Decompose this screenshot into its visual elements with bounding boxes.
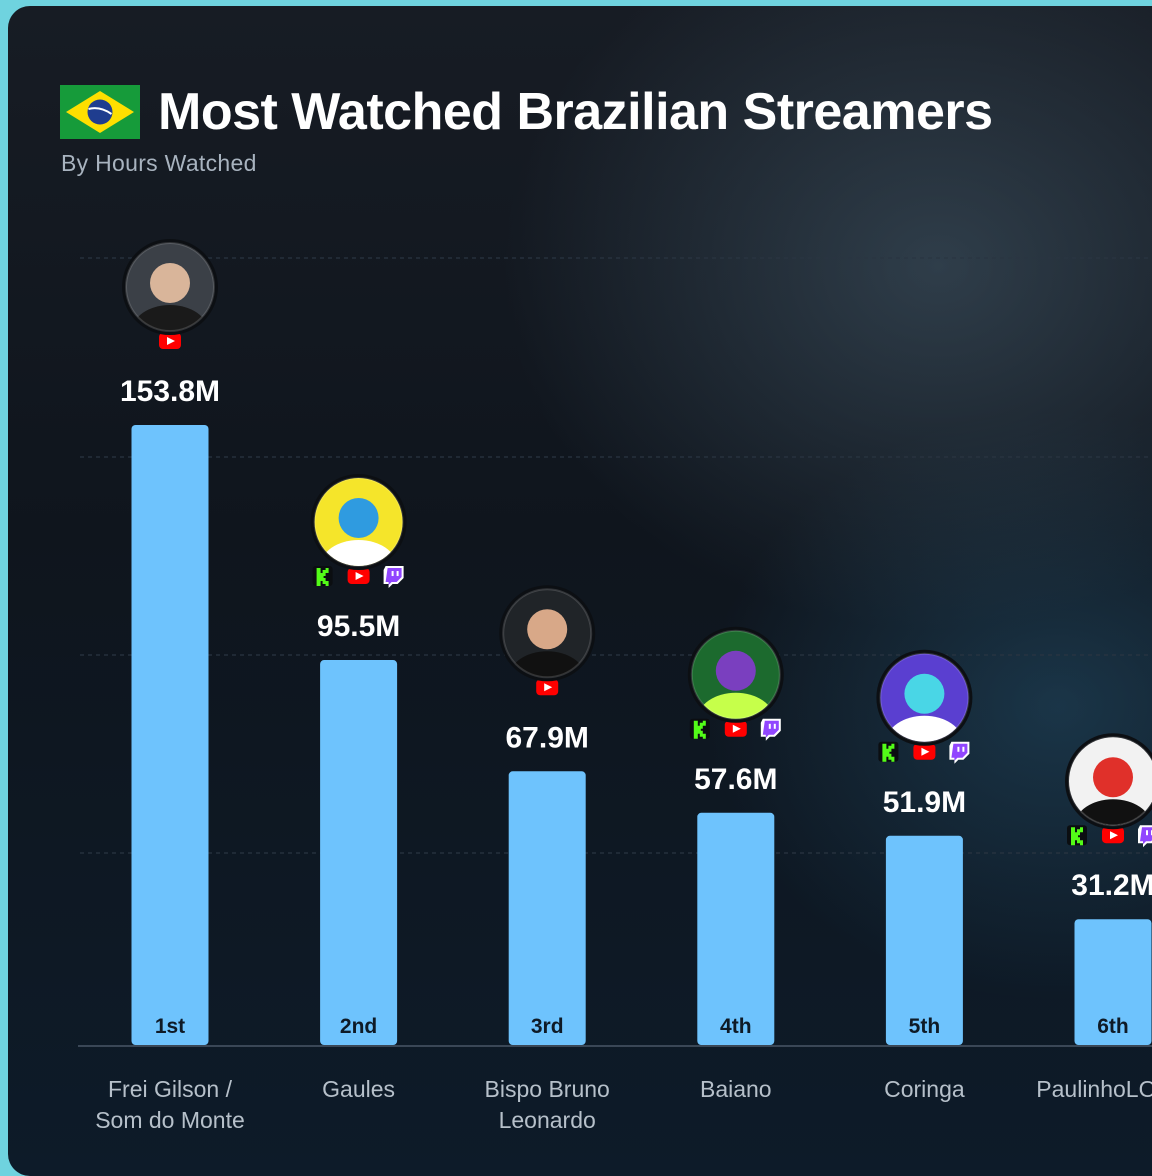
kick-icon <box>689 718 710 739</box>
bar-group: 2nd 95.5M <box>310 474 407 1045</box>
rank-label: 6th <box>1097 1015 1129 1038</box>
bar-chart: 1st 153.8M 2nd 95.5M 3rd 67.9M 4th 57.6M 5th 51.9… <box>78 239 1152 1133</box>
rank-label: 2nd <box>340 1015 377 1038</box>
bispo-bruno-leonardo-avatar <box>499 585 596 682</box>
twitch-icon <box>1138 825 1152 848</box>
category-label: Leonardo <box>499 1107 596 1133</box>
brazil-flag-icon <box>60 85 140 139</box>
baiano-avatar <box>687 626 784 723</box>
kick-icon <box>878 741 899 762</box>
bar <box>885 835 963 1045</box>
frei-gilson-avatar <box>122 239 218 335</box>
value-label: 31.2M <box>1071 869 1152 902</box>
coringa-avatar <box>876 649 973 746</box>
category-label: Baiano <box>700 1076 772 1102</box>
category-label: Bispo Bruno <box>485 1076 610 1102</box>
category-label: Coringa <box>884 1076 965 1102</box>
bar-group: 1st 153.8M <box>120 239 220 1045</box>
title-row: Most Watched Brazilian Streamers <box>60 84 993 140</box>
rank-label: 3rd <box>531 1015 564 1038</box>
bar <box>1074 919 1152 1045</box>
category-label: Som do Monte <box>95 1107 245 1133</box>
chart-title: Most Watched Brazilian Streamers <box>158 83 993 141</box>
rank-label: 4th <box>720 1015 752 1038</box>
bar <box>131 425 209 1045</box>
twitch-icon <box>949 741 970 764</box>
youtube-icon <box>913 743 936 760</box>
grid-lines <box>80 257 1152 854</box>
category-label: Gaules <box>322 1076 395 1102</box>
value-label: 95.5M <box>317 610 400 643</box>
category-label: Frei Gilson / <box>108 1076 233 1102</box>
youtube-icon <box>724 720 747 737</box>
youtube-icon <box>347 568 370 585</box>
twitch-icon <box>383 566 404 589</box>
bar <box>697 812 775 1045</box>
bar-group: 5th 51.9M <box>876 649 973 1045</box>
value-label: 51.9M <box>883 786 966 819</box>
youtube-icon <box>1102 827 1124 844</box>
paulinholoko-avatar <box>1065 733 1152 830</box>
kick-icon <box>312 566 333 587</box>
twitch-icon <box>760 718 781 741</box>
bar <box>508 771 586 1045</box>
category-labels: Frei Gilson / Som do Monte Gaules Bispo Bru… <box>95 1076 1152 1133</box>
chart-subtitle: By Hours Watched <box>61 150 257 176</box>
value-label: 67.9M <box>506 721 589 754</box>
value-label: 57.6M <box>694 763 777 796</box>
bar-group: 6th 31.2M <box>1065 733 1152 1045</box>
bar-group: 4th 57.6M <box>687 626 784 1045</box>
bar <box>320 660 398 1045</box>
rank-label: 5th <box>909 1015 941 1038</box>
kick-icon <box>1067 825 1087 846</box>
bar-group: 3rd 67.9M <box>499 585 596 1045</box>
category-label: PaulinhoLOKO <box>1036 1076 1152 1102</box>
value-label: 153.8M <box>120 375 220 408</box>
youtube-icon <box>159 333 181 349</box>
rank-label: 1st <box>155 1015 185 1038</box>
youtube-icon <box>536 679 559 696</box>
gaules-avatar <box>310 474 407 571</box>
bars: 1st 153.8M 2nd 95.5M 3rd 67.9M 4th 57.6M 5th 51.9… <box>120 239 1152 1045</box>
